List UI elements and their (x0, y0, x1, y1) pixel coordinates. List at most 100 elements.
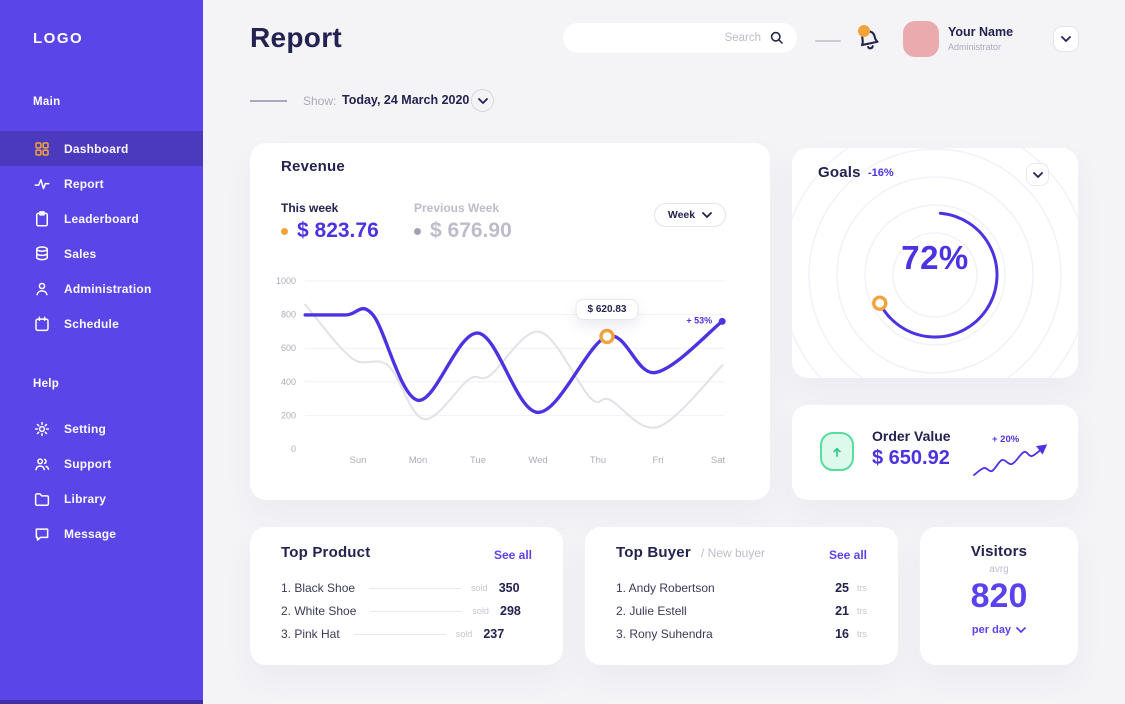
leader-line (370, 610, 463, 612)
goals-card: Goals -16% 72% (792, 148, 1078, 378)
sidebar-item-report[interactable]: Report (0, 166, 203, 201)
order-trend-sparkline (973, 444, 1048, 476)
header-divider-line (815, 40, 841, 42)
sidebar-bottom-strip (0, 700, 203, 704)
date-filter-value[interactable]: Today, 24 March 2020 (342, 93, 470, 107)
sidebar-item-sales[interactable]: Sales (0, 236, 203, 271)
svg-text:0: 0 (291, 444, 296, 454)
revenue-title: Revenue (281, 158, 345, 175)
product-row: 3. Pink Hat sold 237 (281, 626, 532, 642)
search-icon[interactable] (767, 28, 787, 48)
revenue-card: 0 200 400 600 800 1000 Sun Mon Tue Wed Thu Fri Sat + … (250, 143, 770, 500)
sidebar-item-dashboard[interactable]: Dashboard (0, 131, 203, 166)
top-product-title: Top Product (281, 544, 371, 561)
svg-text:Fri: Fri (652, 455, 663, 466)
sidebar-item-label: Support (64, 456, 112, 471)
dashboard-grid-icon (33, 140, 51, 158)
product-row: 1. Black Shoe sold 350 (281, 580, 532, 596)
chat-bubble-icon (33, 525, 51, 543)
user-name: Your Name (948, 25, 1014, 39)
svg-text:+ 53%: + 53% (686, 315, 712, 325)
goals-dropdown-button[interactable] (1026, 163, 1049, 186)
sidebar-section-help: Help (33, 378, 60, 390)
buyer-name: 2. Julie Estell (616, 604, 687, 618)
page-title: Report (250, 22, 343, 53)
sidebar-item-label: Setting (64, 421, 107, 436)
sidebar-item-label: Administration (64, 281, 152, 296)
filter-divider-line (250, 100, 287, 102)
svg-text:Wed: Wed (528, 455, 547, 466)
sidebar-item-message[interactable]: Message (0, 516, 203, 551)
svg-text:Sun: Sun (350, 455, 367, 466)
sidebar-item-label: Library (64, 491, 107, 506)
top-product-see-all-link[interactable]: See all (493, 548, 532, 562)
chevron-down-icon (1061, 36, 1071, 42)
visitors-count: 820 (970, 577, 1028, 615)
top-buyer-see-all-link[interactable]: See all (828, 548, 867, 562)
svg-text:800: 800 (281, 310, 296, 320)
period-selector-dropdown[interactable]: Week (654, 203, 726, 227)
this-week-label: This week (281, 201, 339, 215)
sold-count: 298 (500, 604, 521, 618)
leader-line (353, 633, 446, 635)
goals-progress-ring (792, 148, 1078, 378)
this-week-amount: $ 823.76 (297, 219, 379, 242)
activity-icon (33, 175, 51, 193)
chevron-down-icon (1016, 627, 1026, 633)
previous-week-amount: $ 676.90 (430, 219, 512, 242)
search-input[interactable] (563, 23, 797, 53)
product-row: 2. White Shoe sold 298 (281, 603, 532, 619)
sidebar-item-label: Message (64, 526, 117, 541)
buyer-name: 3. Rony Suhendra (616, 627, 713, 641)
previous-week-value: $ 676.90 (414, 219, 512, 243)
sidebar-item-schedule[interactable]: Schedule (0, 306, 203, 341)
clipboard-icon (33, 210, 51, 228)
previous-week-bullet-dot (414, 227, 421, 235)
svg-text:400: 400 (281, 377, 296, 387)
sidebar-item-setting[interactable]: Setting (0, 411, 203, 446)
sold-count: 237 (483, 627, 505, 641)
sidebar-item-library[interactable]: Library (0, 481, 203, 516)
goals-percent-value: 72% (901, 239, 969, 276)
sold-label: sold (455, 629, 473, 639)
svg-text:1000: 1000 (276, 276, 296, 286)
goals-change-badge: -16% (868, 167, 894, 179)
order-value-card: Order Value $ 650.92 + 20% (792, 405, 1078, 500)
person-icon (33, 280, 51, 298)
visitors-card: Visitors avrg 820 per day (920, 527, 1078, 665)
period-label: Week (667, 209, 696, 221)
top-buyer-title: Top Buyer (616, 544, 691, 561)
database-icon (33, 245, 51, 263)
trs-unit-label: trs (857, 583, 867, 593)
top-buyer-card: Top Buyer / New buyer See all 1. Andy Ro… (585, 527, 898, 665)
product-name: 2. White Shoe (281, 604, 357, 618)
notification-badge (858, 25, 870, 37)
user-role: Administrator (948, 42, 1002, 52)
visitors-avrg-label: avrg (989, 564, 1009, 575)
date-filter-dropdown-button[interactable] (471, 89, 494, 112)
sidebar-item-administration[interactable]: Administration (0, 271, 203, 306)
folder-icon (33, 490, 51, 508)
arrow-up-icon (820, 432, 854, 471)
buyer-name: 1. Andy Robertson (616, 581, 715, 595)
top-product-card: Top Product See all 1. Black Shoe sold 3… (250, 527, 563, 665)
svg-text:600: 600 (281, 343, 296, 353)
transaction-count: 16 (835, 627, 849, 641)
sidebar-item-label: Leaderboard (64, 211, 139, 226)
notification-bell-icon[interactable] (855, 25, 883, 54)
svg-text:Sat: Sat (711, 455, 726, 466)
transaction-count: 25 (835, 581, 849, 595)
buyer-row: 3. Rony Suhendra 16 trs (616, 626, 867, 642)
chart-tooltip: $ 620.83 (575, 299, 639, 321)
gear-icon (33, 420, 51, 438)
visitors-per-day-dropdown[interactable]: per day (920, 624, 1078, 636)
calendar-icon (33, 315, 51, 333)
user-menu-button[interactable] (1053, 26, 1079, 52)
users-icon (33, 455, 51, 473)
sold-label: sold (472, 606, 489, 616)
sidebar-item-leaderboard[interactable]: Leaderboard (0, 201, 203, 236)
avatar[interactable] (903, 21, 939, 57)
trs-unit-label: trs (857, 606, 867, 616)
sidebar-item-support[interactable]: Support (0, 446, 203, 481)
